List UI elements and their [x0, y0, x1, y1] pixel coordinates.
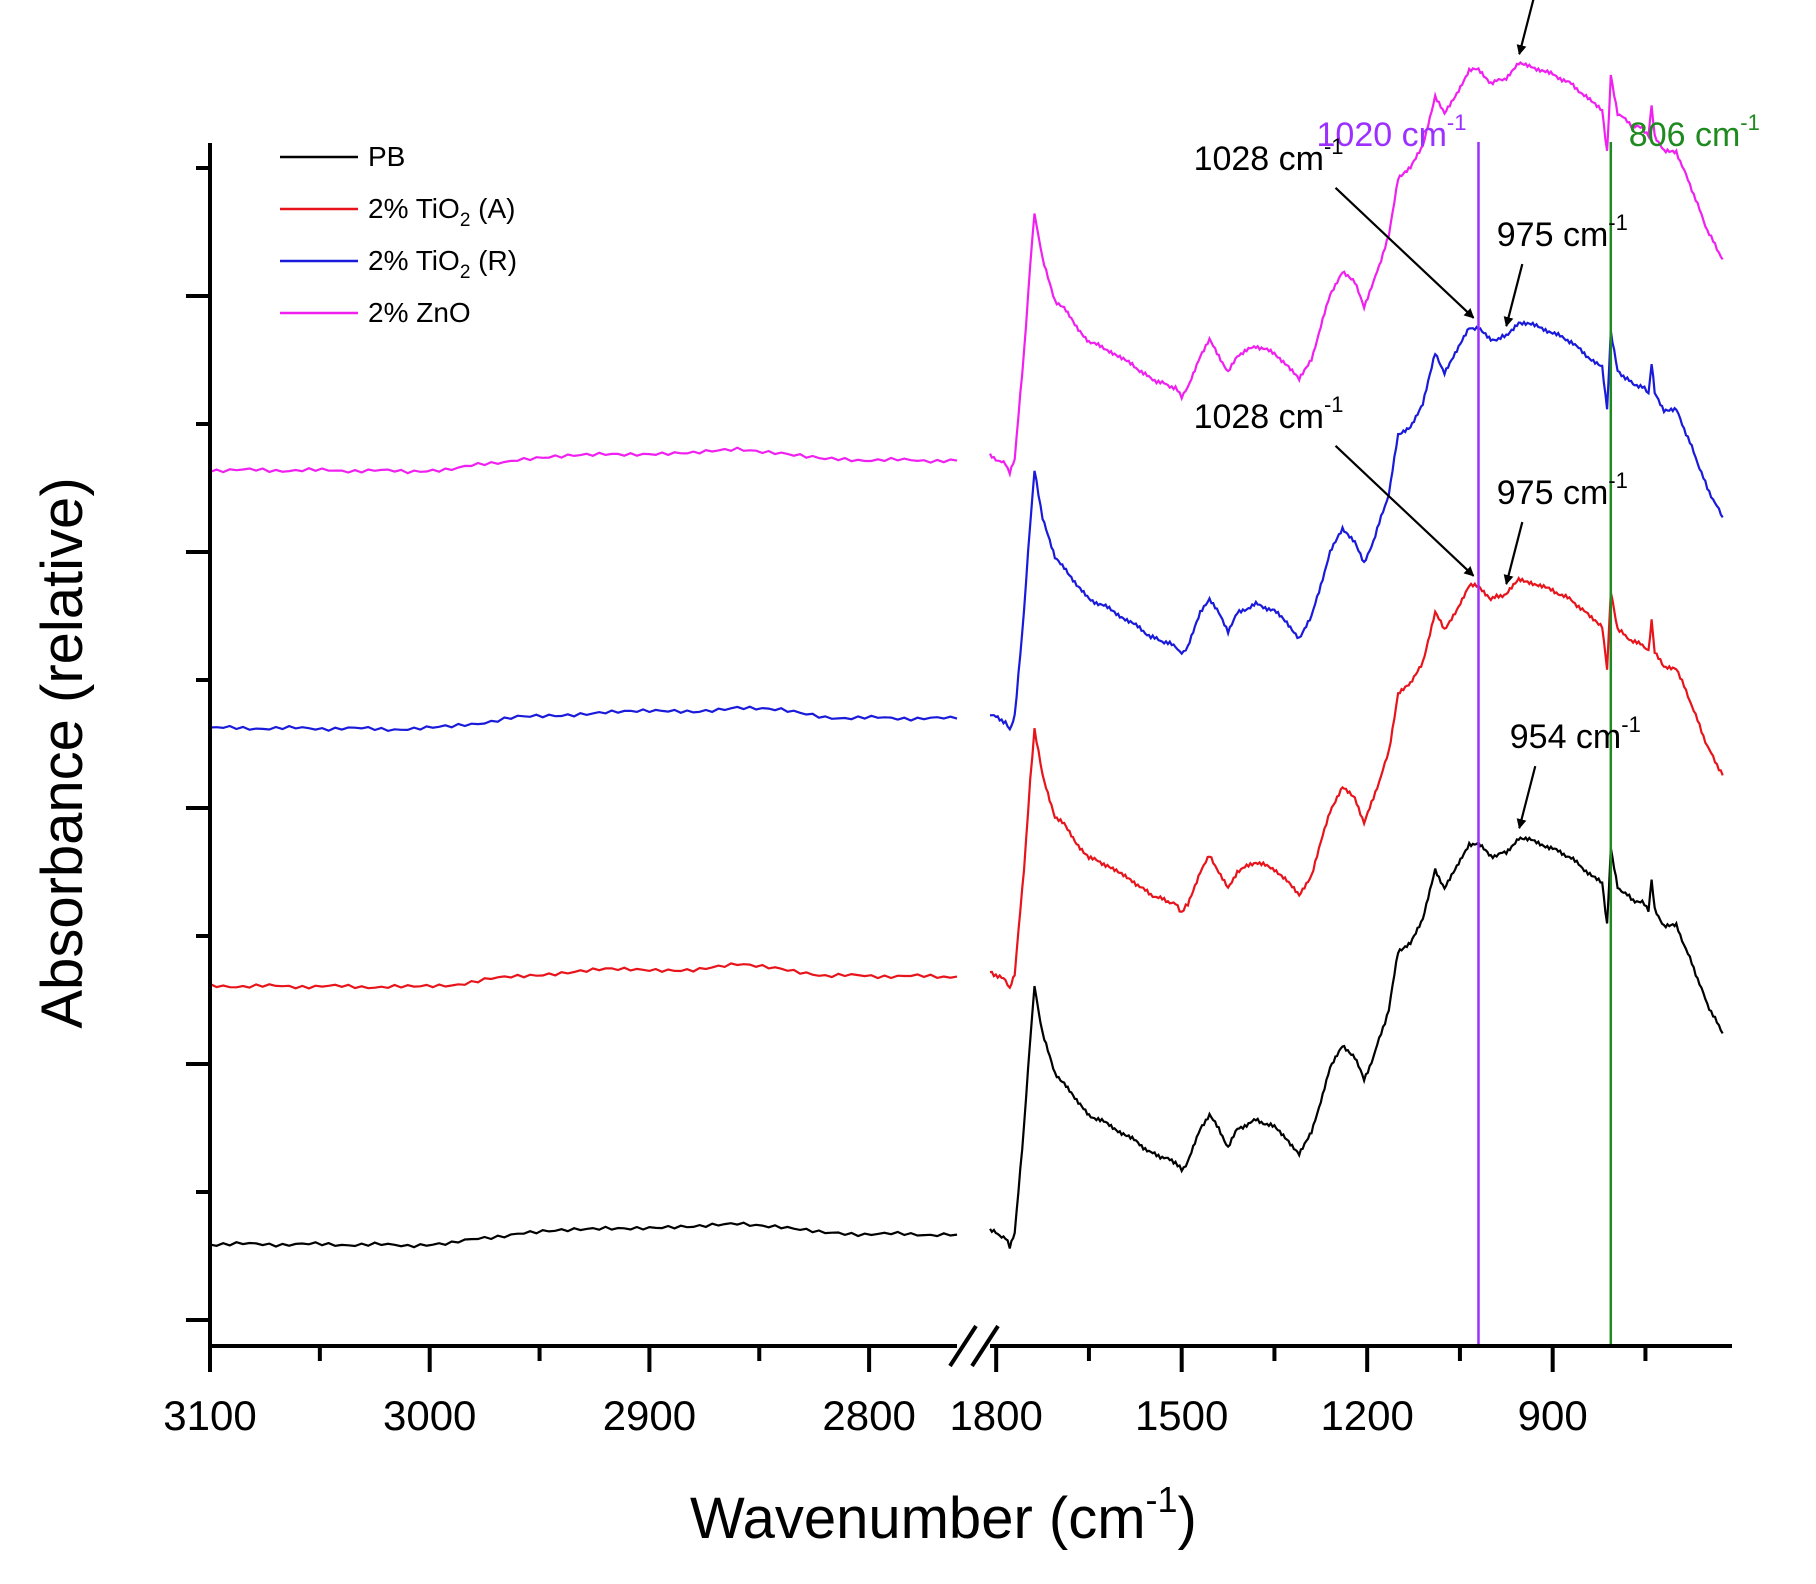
- legend: PB 2% TiO2 (A) 2% TiO2 (R) 2% ZnO: [280, 141, 517, 328]
- annotation-label-5: 954 cm-1: [1510, 712, 1641, 756]
- plot-area: 1020 cm-1 806 cm-1 954 cm-1 1028 cm-1 975 c…: [209, 0, 1760, 1346]
- series-line-right-1: [989, 575, 1724, 990]
- legend-label-1: 2% TiO2 (A): [368, 193, 516, 231]
- series-line-right-2: [989, 320, 1724, 732]
- legend-entry-1: 2% TiO2 (A): [280, 193, 516, 231]
- y-ticks: [186, 166, 210, 1322]
- series-2: [209, 320, 1724, 733]
- annotation-label-3: 1028 cm-1: [1194, 392, 1344, 436]
- annotation-3: 1028 cm-1: [1194, 392, 1475, 577]
- peak-annotations: 954 cm-1 1028 cm-1 975 cm-1 1028 cm-1 975 cm…: [1194, 0, 1641, 830]
- annotation-arrow-5: [1516, 765, 1537, 830]
- x-ticks: 3100 3000 2900 2800 1800 1500 1200 900: [163, 1346, 1648, 1439]
- annotation-label-1: 1028 cm-1: [1194, 134, 1344, 178]
- x-axis-title-text: Wavenumber: [690, 1486, 1033, 1551]
- x-tick-label-left-2: 2900: [603, 1392, 696, 1439]
- annotation-label-2: 975 cm-1: [1497, 210, 1628, 254]
- vline-0: 1020 cm-1: [1317, 110, 1480, 1346]
- series-line-left-3: [209, 446, 958, 475]
- series-line-right-3: [989, 60, 1724, 478]
- series-line-left-1: [209, 962, 958, 990]
- annotation-4: 975 cm-1: [1497, 468, 1628, 586]
- series-0: [209, 835, 1724, 1249]
- vline-label-1: 806 cm-1: [1629, 110, 1760, 154]
- annotation-arrow-0: [1516, 0, 1535, 56]
- x-tick-label-right-0: 1800: [949, 1392, 1042, 1439]
- x-tick-label-right-2: 1200: [1320, 1392, 1413, 1439]
- x-tick-label-right-1: 1500: [1135, 1392, 1228, 1439]
- series-3: [209, 60, 1724, 478]
- annotation-0: 954 cm-1: [1516, 0, 1535, 56]
- axis-break-mark-1: [948, 1324, 978, 1368]
- legend-label-2: 2% TiO2 (R): [368, 245, 517, 283]
- x-axis-title-unit-close: ): [1178, 1486, 1197, 1551]
- y-axis-title: Absorbance (relative): [30, 477, 95, 1028]
- x-tick-label-right-3: 900: [1518, 1392, 1588, 1439]
- annotation-arrow-1: [1334, 187, 1475, 319]
- legend-entry-0: PB: [280, 141, 405, 172]
- legend-label-3: 2% ZnO: [368, 297, 471, 328]
- x-tick-label-left-1: 3000: [383, 1392, 476, 1439]
- axis-break-mark-2: [970, 1324, 1000, 1368]
- series-line-left-0: [209, 1221, 958, 1249]
- reference-lines: 1020 cm-1 806 cm-1: [1317, 110, 1760, 1346]
- x-axis-title: Wavenumber (cm-1): [690, 1479, 1197, 1551]
- axes: 3100 3000 2900 2800 1800 1500 1200 900: [163, 143, 1732, 1439]
- legend-entry-3: 2% ZnO: [280, 297, 471, 328]
- annotation-1: 1028 cm-1: [1194, 134, 1475, 319]
- series-line-right-0: [989, 835, 1724, 1249]
- annotation-arrow-2: [1503, 263, 1524, 328]
- annotation-2: 975 cm-1: [1497, 210, 1628, 328]
- series-layer: [209, 60, 1724, 1249]
- x-tick-label-left-3: 2800: [822, 1392, 915, 1439]
- x-tick-label-left-0: 3100: [163, 1392, 256, 1439]
- annotation-arrow-4: [1503, 521, 1524, 586]
- annotation-label-4: 975 cm-1: [1497, 468, 1628, 512]
- vline-1: 806 cm-1: [1609, 110, 1760, 1346]
- legend-entry-2: 2% TiO2 (R): [280, 245, 517, 283]
- vline-label-0: 1020 cm-1: [1317, 110, 1467, 154]
- series-1: [209, 575, 1724, 990]
- x-axis-title-unit-sup: -1: [1146, 1479, 1178, 1520]
- legend-label-0: PB: [368, 141, 405, 172]
- series-line-left-2: [209, 705, 958, 733]
- svg-text:Wavenumber (cm-1): Wavenumber (cm-1): [690, 1479, 1197, 1551]
- x-axis-title-unit: (cm: [1049, 1486, 1146, 1551]
- annotation-arrow-3: [1334, 445, 1475, 577]
- annotation-5: 954 cm-1: [1510, 712, 1641, 830]
